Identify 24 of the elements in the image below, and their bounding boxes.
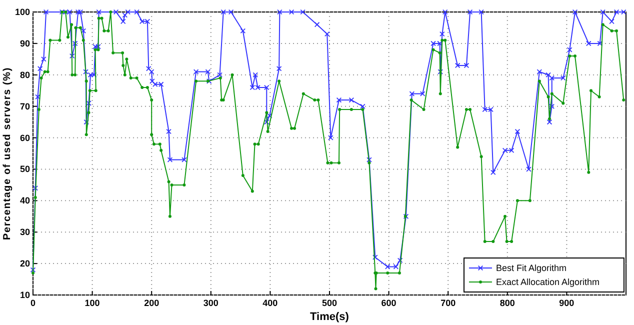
x-tick-label: 600 [381, 298, 396, 308]
y-tick-label: 60 [20, 132, 30, 143]
y-tick-label: 40 [20, 196, 30, 206]
y-tick-label: 50 [20, 164, 30, 174]
x-tick-label: 700 [440, 298, 456, 308]
x-tick-label: 500 [322, 298, 338, 308]
y-tick-label: 30 [20, 227, 30, 238]
x-tick-label: 900 [559, 298, 574, 308]
y-axis-title: Percentage of used servers (%) [2, 67, 13, 240]
x-tick-label: 100 [84, 298, 100, 308]
x-tick-label: 300 [203, 298, 218, 308]
y-tick-label: 10 [20, 290, 30, 300]
x-tick-label: 400 [262, 298, 278, 308]
x-tick-label: 200 [144, 298, 160, 308]
x-tick-label: 800 [500, 298, 515, 308]
x-axis-title: Time(s) [310, 311, 350, 323]
y-tick-label: 20 [20, 258, 30, 269]
y-tick-label: 70 [20, 101, 30, 112]
legend-label: Best Fit Algorithm [496, 263, 567, 273]
y-tick-label: 100 [14, 7, 30, 17]
y-tick-label: 90 [20, 38, 30, 48]
legend-label: Exact Allocation Algorithm [496, 277, 600, 287]
y-tick-label: 80 [20, 70, 30, 80]
x-tick-label: 0 [30, 298, 36, 308]
